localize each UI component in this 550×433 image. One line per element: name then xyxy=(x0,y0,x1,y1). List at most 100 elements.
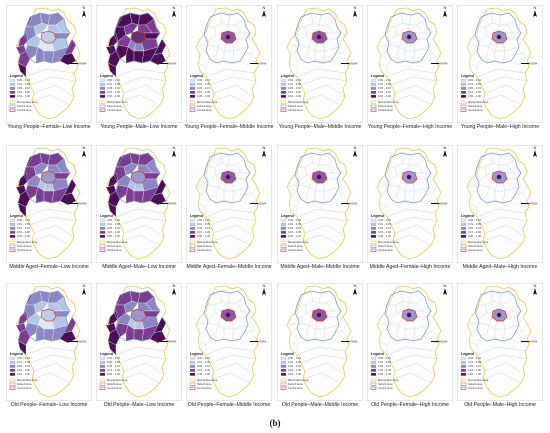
legend-swatch xyxy=(460,94,467,98)
legend-boundary-swatch xyxy=(370,108,377,112)
district-outline xyxy=(300,76,348,86)
central-area xyxy=(40,308,57,322)
panel-label: Old People–Male–High Income xyxy=(464,402,536,408)
svg-text:0.00 – 0.01: 0.00 – 0.01 xyxy=(378,356,392,360)
suburb-boundary xyxy=(113,290,161,342)
legend-boundary-swatch xyxy=(189,378,196,382)
district-cell xyxy=(468,50,482,68)
svg-text:Central Area: Central Area xyxy=(378,248,393,252)
legend-swatch xyxy=(9,222,16,226)
legend-swatch xyxy=(460,86,467,90)
district-cell xyxy=(468,328,482,346)
legend-boundary-swatch xyxy=(370,104,377,108)
legend-boundary-swatch xyxy=(9,244,16,248)
panel-label: Middle Aged–Female–Low Income xyxy=(9,264,89,270)
center-hotspot xyxy=(496,312,502,318)
legend-swatch xyxy=(370,226,377,230)
district-cell xyxy=(213,300,229,314)
center-hotspot xyxy=(316,34,322,40)
scale-bar xyxy=(70,202,87,205)
scale-bar xyxy=(521,202,538,205)
district-cell xyxy=(376,322,388,334)
svg-text:0.15 – 0.30: 0.15 – 0.30 xyxy=(288,90,302,94)
district-cell xyxy=(123,300,139,314)
center-hotspot xyxy=(496,174,502,180)
svg-text:Central Area: Central Area xyxy=(468,386,483,390)
suburb-boundary xyxy=(474,290,522,342)
svg-text:Suburb Area: Suburb Area xyxy=(107,382,122,386)
svg-text:0.00 – 0.01: 0.00 – 0.01 xyxy=(378,218,392,222)
svg-text:Legend: Legend xyxy=(10,352,23,356)
district-cell xyxy=(107,172,119,188)
svg-text:Central Area: Central Area xyxy=(17,386,32,390)
svg-text:Legend: Legend xyxy=(10,74,23,78)
district-cell xyxy=(286,322,298,334)
scale-bar xyxy=(521,340,538,343)
legend-swatch xyxy=(280,78,287,82)
legend-swatch xyxy=(99,94,106,98)
svg-text:Legend: Legend xyxy=(371,74,384,78)
svg-text:0.01 – 0.05: 0.01 – 0.05 xyxy=(107,222,121,226)
svg-text:0.30 – 1.00: 0.30 – 1.00 xyxy=(288,234,302,238)
district-cell xyxy=(123,162,139,176)
svg-text:0.05 – 0.15: 0.05 – 0.15 xyxy=(107,364,121,368)
svg-text:0.00 – 0.01: 0.00 – 0.01 xyxy=(468,356,482,360)
legend-swatch xyxy=(280,360,287,364)
legend-swatch xyxy=(280,230,287,234)
legend-swatch xyxy=(370,230,377,234)
svg-text:0.05 – 0.15: 0.05 – 0.15 xyxy=(468,86,482,90)
scale-bar xyxy=(160,202,177,205)
map-panel: N Legend 0.00 – 0.01 0.01 – 0.05 0.05 – 0.15… xyxy=(185,5,273,141)
panel-label: Young People–Male–Middle Income xyxy=(278,124,362,130)
legend-swatch xyxy=(99,90,106,94)
svg-text:N: N xyxy=(534,5,537,10)
district-outline xyxy=(304,224,346,238)
svg-text:Central Area: Central Area xyxy=(197,248,212,252)
legend-boundary-swatch xyxy=(189,248,196,252)
district-cell xyxy=(197,190,211,208)
svg-text:Legend: Legend xyxy=(281,214,294,218)
svg-text:Central Area: Central Area xyxy=(468,248,483,252)
legend-swatch xyxy=(370,82,377,86)
district-cell xyxy=(17,340,27,356)
district-cell xyxy=(197,62,207,78)
district-cell xyxy=(17,202,27,218)
svg-text:0.30 – 1.00: 0.30 – 1.00 xyxy=(107,94,121,98)
district-outline xyxy=(476,346,526,356)
svg-text:0.15 – 0.30: 0.15 – 0.30 xyxy=(288,230,302,234)
district-outline xyxy=(482,372,522,384)
central-area xyxy=(130,308,147,322)
legend-boundary-swatch xyxy=(99,382,106,386)
panel-label: Young People–Female–High Income xyxy=(367,124,453,130)
svg-text:Central Area: Central Area xyxy=(288,108,303,112)
district-outline xyxy=(296,68,346,78)
district-cell xyxy=(466,184,478,196)
svg-text:0.00 – 0.01: 0.00 – 0.01 xyxy=(288,356,302,360)
svg-text:0.30 – 1.00: 0.30 – 1.00 xyxy=(378,94,392,98)
svg-text:Legend: Legend xyxy=(371,214,384,218)
legend-boundary-swatch xyxy=(370,378,377,382)
svg-text:N: N xyxy=(83,283,86,288)
north-arrow-icon: N xyxy=(82,283,86,295)
district-outline xyxy=(211,234,251,246)
svg-text:0.01 – 0.05: 0.01 – 0.05 xyxy=(107,82,121,86)
legend-swatch xyxy=(370,78,377,82)
legend-boundary-swatch xyxy=(9,386,16,390)
svg-text:0.15 – 0.30: 0.15 – 0.30 xyxy=(107,368,121,372)
legend-swatch xyxy=(460,372,467,376)
district-cell xyxy=(288,62,298,78)
svg-text:0.05 – 0.15: 0.05 – 0.15 xyxy=(378,86,392,90)
legend-swatch xyxy=(460,90,467,94)
svg-text:Legend: Legend xyxy=(190,214,203,218)
district-cell xyxy=(17,50,31,68)
suburb-boundary xyxy=(294,152,342,204)
